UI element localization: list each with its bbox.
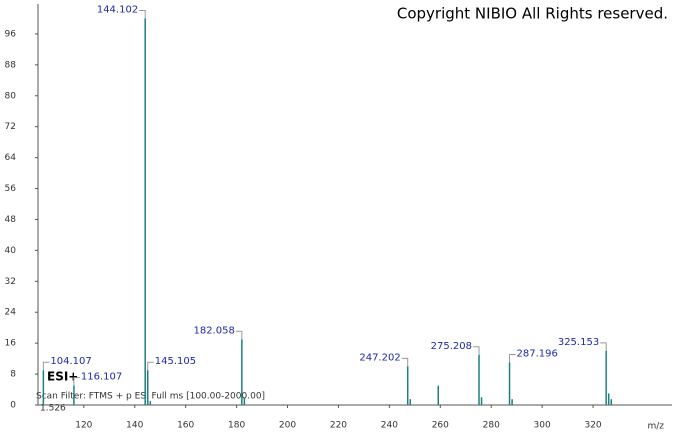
- x-tick-label: 120: [75, 421, 92, 431]
- label-bracket: [139, 9, 146, 19]
- x-tick-label: 260: [432, 421, 449, 431]
- label-bracket: [42, 361, 50, 371]
- intensity: 1.526: [40, 404, 66, 414]
- copyright: Copyright NIBIO All Rights reserved.: [397, 5, 668, 23]
- label-bracket: [147, 361, 154, 371]
- scan-filter: Scan Filter: FTMS + p ESI Full ms [100.0…: [36, 392, 265, 402]
- peak-label: 116.107: [81, 372, 122, 383]
- peak-label: 144.102: [97, 4, 138, 15]
- label-bracket: [401, 357, 409, 367]
- x-tick-label: 220: [330, 421, 347, 431]
- label-bracket: [235, 330, 243, 340]
- y-tick-label: 0: [10, 401, 16, 411]
- peak-label: 325.153: [558, 337, 599, 348]
- label-bracket: [509, 353, 516, 363]
- x-tick-label: 180: [228, 421, 245, 431]
- y-tick-label: 32: [5, 277, 16, 287]
- y-tick-label: 8: [10, 370, 16, 380]
- peak-label: 182.058: [193, 325, 234, 336]
- y-tick-label: 96: [5, 29, 17, 39]
- y-tick-label: 56: [5, 184, 17, 194]
- peak-label: 145.105: [155, 356, 196, 367]
- label-bracket: [600, 342, 607, 351]
- y-tick-label: 16: [5, 339, 17, 349]
- y-tick-label: 24: [5, 308, 17, 318]
- y-tick-label: 48: [5, 215, 17, 225]
- peak-label: 104.107: [50, 356, 91, 367]
- peak-label: 275.208: [431, 341, 472, 352]
- x-tick-label: 140: [126, 421, 143, 431]
- x-tick-label: 200: [279, 421, 296, 431]
- y-tick-label: 88: [5, 60, 17, 70]
- x-tick-label: 320: [584, 421, 601, 431]
- y-tick-label: 72: [5, 122, 16, 132]
- x-tick-label: 160: [177, 421, 194, 431]
- label-bracket: [73, 377, 80, 386]
- peak-label: 287.196: [517, 348, 558, 359]
- x-tick-label: 240: [381, 421, 398, 431]
- y-tick-label: 64: [5, 153, 17, 163]
- x-tick-label: 280: [483, 421, 500, 431]
- peak-label: 247.202: [359, 352, 400, 363]
- y-tick-label: 40: [5, 246, 17, 256]
- x-tick-label: 300: [534, 421, 551, 431]
- x-axis-label: m/z: [647, 422, 664, 432]
- y-tick-label: 80: [5, 91, 17, 101]
- label-bracket: [473, 346, 480, 355]
- ionization: ESI+: [47, 370, 78, 384]
